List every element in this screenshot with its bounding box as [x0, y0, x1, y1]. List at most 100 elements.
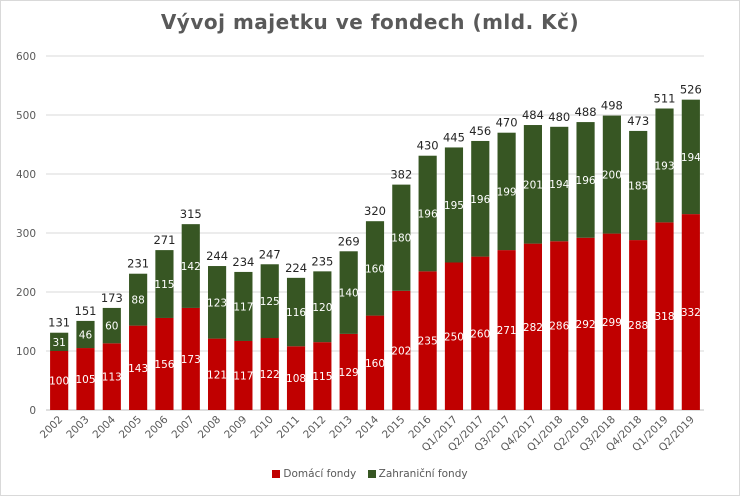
bar-foreign	[155, 250, 174, 318]
data-label-domestic: 332	[681, 307, 701, 319]
bar-domestic	[339, 333, 358, 410]
data-label-foreign: 123	[207, 297, 227, 309]
data-label-domestic: 288	[628, 320, 648, 332]
data-label-foreign: 46	[79, 329, 93, 341]
data-label-foreign: 180	[391, 233, 411, 245]
bar-foreign	[655, 108, 674, 223]
bar-foreign	[497, 132, 516, 251]
bar-domestic	[497, 250, 516, 410]
bar-foreign	[207, 266, 227, 339]
bar-domestic	[655, 222, 674, 410]
data-label-total: 445	[443, 130, 465, 144]
bar-foreign	[576, 122, 595, 238]
data-label-foreign: 194	[549, 179, 569, 191]
data-label-total: 526	[680, 83, 702, 97]
data-label-foreign: 185	[628, 181, 648, 193]
bar-foreign	[602, 115, 621, 234]
y-tick-label: 600	[16, 51, 36, 63]
data-label-domestic: 113	[102, 372, 122, 384]
x-tick-label: 2010	[248, 414, 275, 441]
data-label-total: 382	[390, 168, 412, 182]
x-tick-label: 2003	[64, 414, 91, 441]
y-tick-label: 200	[16, 287, 36, 299]
data-label-foreign: 117	[233, 301, 253, 313]
data-label-total: 473	[627, 114, 649, 128]
bar-domestic	[392, 290, 411, 410]
x-tick-label: 2014	[354, 413, 382, 441]
x-tick-label: 2007	[169, 414, 196, 441]
y-tick-label: 300	[16, 228, 36, 240]
data-label-total: 456	[469, 124, 491, 138]
x-tick-label: 2015	[380, 414, 407, 441]
bar-domestic	[313, 342, 332, 410]
data-label-total: 511	[654, 92, 676, 106]
bar-domestic	[286, 346, 306, 410]
x-tick-label: 2002	[38, 414, 65, 441]
bar-foreign	[471, 140, 490, 257]
bar-foreign	[76, 320, 95, 349]
bar-foreign	[339, 251, 358, 334]
bar-domestic	[523, 243, 543, 410]
data-label-domestic: 129	[339, 367, 359, 379]
x-tick-label: 2004	[91, 413, 119, 441]
legend-label-domestic: Domácí fondy	[283, 468, 357, 480]
bar-domestic	[418, 271, 437, 410]
bar-foreign	[392, 184, 411, 291]
data-label-domestic: 143	[128, 363, 148, 375]
bar-domestic	[102, 343, 121, 410]
data-label-total: 315	[180, 207, 202, 221]
data-label-domestic: 271	[497, 325, 517, 337]
chart-title: Vývoj majetku ve fondech (mld. Kč)	[160, 10, 580, 34]
data-label-foreign: 196	[418, 209, 438, 221]
legend-item-domestic: Domácí fondy	[272, 468, 356, 480]
data-label-foreign: 142	[181, 261, 201, 273]
data-label-total: 488	[575, 105, 597, 119]
bar-foreign	[50, 332, 69, 351]
data-label-foreign: 125	[260, 296, 280, 308]
bar-foreign	[286, 277, 306, 347]
data-label-domestic: 117	[233, 370, 253, 382]
bar-domestic	[181, 307, 200, 410]
x-tick-label: 2006	[143, 413, 171, 441]
data-label-domestic: 235	[418, 336, 438, 348]
bar-domestic	[260, 338, 279, 410]
bar-foreign	[365, 221, 385, 316]
legend-item-foreign: Zahraniční fondy	[367, 468, 468, 480]
bar-foreign	[234, 271, 253, 341]
data-label-foreign: 160	[365, 263, 385, 275]
data-label-total: 480	[548, 110, 570, 124]
data-label-total: 234	[232, 255, 254, 269]
data-label-foreign: 201	[523, 179, 543, 191]
data-label-domestic: 299	[602, 317, 622, 329]
data-label-domestic: 122	[260, 369, 280, 381]
data-label-foreign: 196	[470, 194, 490, 206]
bar-foreign	[681, 99, 700, 215]
bar-foreign	[313, 271, 332, 343]
x-tick-label: 2005	[117, 414, 144, 441]
bar-domestic	[602, 233, 621, 410]
bar-foreign	[181, 224, 200, 308]
x-tick-label: 2012	[301, 414, 328, 441]
bar-domestic	[50, 351, 69, 410]
data-label-foreign: 196	[576, 175, 596, 187]
bar-domestic	[629, 240, 648, 410]
data-label-domestic: 108	[286, 373, 306, 385]
data-label-total: 244	[206, 249, 228, 263]
legend-swatch-domestic	[272, 470, 281, 478]
x-tick-label: 2011	[275, 414, 302, 441]
data-label-domestic: 292	[576, 319, 596, 331]
data-label-total: 235	[311, 254, 333, 268]
data-label-domestic: 100	[49, 376, 69, 388]
data-label-foreign: 140	[339, 288, 359, 300]
data-label-total: 173	[101, 291, 123, 305]
data-label-total: 131	[48, 316, 70, 330]
data-label-foreign: 195	[444, 200, 464, 212]
legend: Domácí fondy Zahraniční fondy	[0, 468, 740, 481]
data-label-total: 247	[259, 247, 281, 261]
data-label-domestic: 318	[654, 311, 674, 323]
legend-label-foreign: Zahraniční fondy	[378, 468, 468, 480]
data-label-domestic: 156	[154, 359, 174, 371]
bar-foreign	[523, 125, 543, 244]
bar-foreign	[444, 147, 464, 263]
y-tick-label: 100	[16, 346, 36, 358]
